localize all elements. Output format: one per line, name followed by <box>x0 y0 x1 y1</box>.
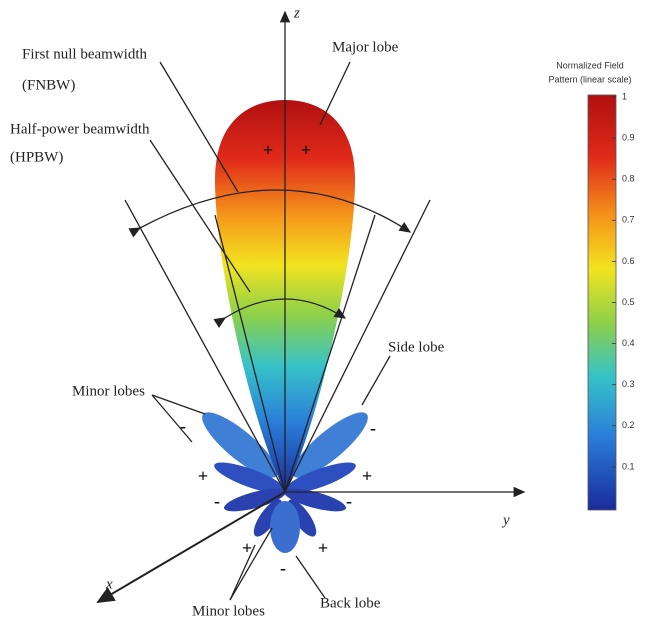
colorbar-tick-label: 0.9 <box>622 132 635 142</box>
minor-lobes-label: Minor lobes <box>72 383 145 399</box>
x-axis <box>96 491 286 604</box>
leader <box>151 394 193 443</box>
leader <box>319 61 351 126</box>
hpbw-line <box>214 214 286 493</box>
axes <box>96 10 526 604</box>
minor-lobe <box>284 488 346 512</box>
minor-lobe <box>214 462 286 494</box>
sign: + <box>362 466 372 486</box>
leader <box>159 61 239 193</box>
side-lobe-label: Side lobe <box>388 339 445 355</box>
leader <box>229 544 256 601</box>
sign: + <box>263 140 273 160</box>
leader <box>151 394 206 415</box>
colorbar-title: Pattern (linear scale) <box>548 74 631 84</box>
colorbar: Normalized Field Pattern (linear scale) … <box>548 60 635 511</box>
leader <box>149 139 251 293</box>
leader-lines <box>149 61 391 601</box>
minor-lobe <box>224 488 286 512</box>
sign: - <box>346 491 352 511</box>
fnbw-label: First null beamwidth <box>22 46 147 62</box>
sign: + <box>318 538 328 558</box>
hpbw-arc <box>213 298 347 328</box>
back-lobe <box>270 501 300 553</box>
side-lobe-right <box>292 412 368 478</box>
z-label: z <box>293 5 300 21</box>
minor-lobe <box>284 462 356 494</box>
sign: - <box>280 558 286 578</box>
colorbar-title: Normalized Field <box>556 60 624 70</box>
fnbw-arc <box>128 189 412 238</box>
fnbw-label: (FNBW) <box>22 77 75 93</box>
leader <box>229 527 273 601</box>
fnbw-line <box>284 199 431 493</box>
sign: + <box>301 140 311 160</box>
side-lobe-left <box>202 412 278 478</box>
colorbar-tick-label: 0.3 <box>622 379 635 389</box>
colorbar-tick-label: 0.6 <box>622 256 635 266</box>
x-label: x <box>105 576 113 592</box>
colorbar-tick-label: 0.1 <box>622 461 635 471</box>
sign: - <box>214 491 220 511</box>
y-label: y <box>501 512 510 528</box>
colorbar-tick-label: 1 <box>622 91 627 101</box>
fnbw-line <box>124 199 286 493</box>
signs: + +- -+ +- -+ +- <box>180 140 376 578</box>
colorbar-bar <box>587 94 617 511</box>
colorbar-tick-label: 0.8 <box>622 174 635 184</box>
sign: - <box>370 418 376 438</box>
colorbar-tick-label: 0.2 <box>622 420 635 430</box>
beamwidth-lines <box>124 189 431 493</box>
hpbw-label: (HPBW) <box>10 149 63 165</box>
sign: + <box>198 466 208 486</box>
sign: + <box>242 538 252 558</box>
sign: - <box>180 416 186 436</box>
hpbw-label: Half-power beamwidth <box>10 121 150 137</box>
major-lobe-label: Major lobe <box>332 39 399 55</box>
leader <box>361 355 391 406</box>
colorbar-tick-label: 0.7 <box>622 215 635 225</box>
colorbar-tick-label: 0.4 <box>622 338 635 348</box>
back-lobe-label: Back lobe <box>320 595 381 611</box>
labels: z y x First null beamwidth (FNBW) Half-p… <box>10 5 510 619</box>
minor-lobes-label: Minor lobes <box>192 603 265 619</box>
colorbar-tick-label: 0.5 <box>622 297 635 307</box>
hpbw-line <box>284 214 376 493</box>
leader <box>295 555 326 599</box>
